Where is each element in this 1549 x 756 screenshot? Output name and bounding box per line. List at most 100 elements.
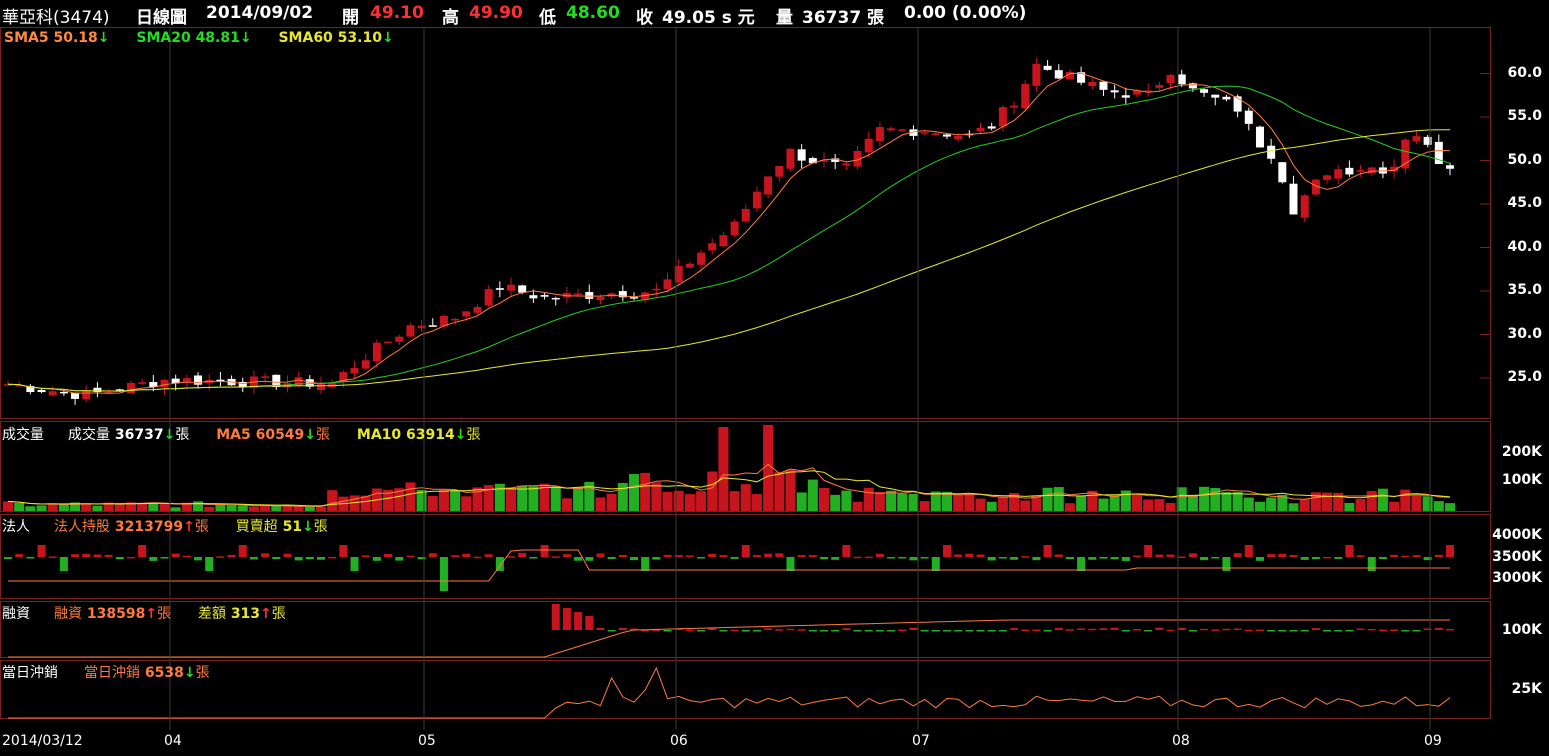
margin-bar	[1099, 628, 1108, 630]
candle-body	[1099, 81, 1108, 90]
volume-bar	[349, 495, 360, 511]
volume-bar	[472, 487, 483, 511]
diff-name: 差額	[197, 606, 226, 622]
inst-bar	[1255, 557, 1264, 561]
candle-body	[1211, 94, 1220, 98]
inst-bar	[898, 557, 907, 559]
candle-body	[942, 134, 951, 137]
candle-body	[15, 384, 24, 387]
volume-bar	[1243, 497, 1254, 511]
candle-body	[1244, 110, 1253, 124]
volume-bar	[1411, 495, 1422, 511]
margin-bar	[1088, 628, 1097, 631]
volume-bar	[1087, 490, 1098, 511]
margin-bar	[1188, 630, 1197, 632]
ma5-legend: MA5 60549	[216, 427, 305, 443]
volume-bar	[70, 502, 81, 511]
ma10-legend: MA10 63914	[356, 427, 455, 443]
volume-bar	[852, 501, 863, 511]
inst-bar	[1021, 556, 1030, 558]
volume-bar	[1344, 502, 1355, 511]
margin-bar	[1446, 628, 1454, 631]
inst-bar	[261, 553, 270, 557]
candle-body	[1278, 162, 1287, 183]
inst-bar	[529, 557, 538, 559]
candle-body	[305, 379, 314, 387]
candle-body	[898, 129, 907, 131]
inst-bar	[942, 545, 951, 557]
inst-bar	[607, 557, 616, 560]
price-tick-label: 45.0	[1507, 195, 1542, 211]
margin-bar	[652, 629, 661, 631]
margin-bar	[1177, 627, 1186, 630]
candle-body	[115, 389, 124, 392]
volume-bar	[997, 496, 1008, 511]
volume-bar	[763, 424, 774, 511]
candle-body	[708, 243, 717, 251]
inst-bar	[283, 553, 292, 557]
inst-bar	[1423, 557, 1432, 561]
volume-bar	[1210, 488, 1221, 511]
candle-body	[1412, 136, 1421, 142]
x-tick-label: 08	[1172, 733, 1190, 749]
vol-value: 36737 張	[802, 8, 885, 28]
volume-bar	[886, 490, 897, 511]
candle-body	[1300, 195, 1309, 218]
candle-body	[786, 148, 795, 169]
volume-bar	[3, 501, 13, 511]
candle-body	[406, 325, 415, 337]
candle-body	[1177, 74, 1186, 85]
inst-bar	[238, 545, 247, 557]
chart-kind: 日線圖	[136, 8, 187, 28]
volume-bar	[528, 486, 539, 511]
down-arrow-icon: ↓	[302, 519, 314, 535]
inst-bar	[1300, 557, 1309, 560]
margin-bar	[663, 630, 672, 632]
volume-bar	[506, 487, 517, 511]
x-tick-label: 2014/03/12	[2, 733, 83, 749]
volume-bar	[327, 490, 338, 511]
volume-bar	[25, 506, 36, 511]
open-value: 49.10	[370, 3, 424, 23]
ma10-unit: 張	[466, 427, 481, 443]
volume-bar	[1076, 495, 1087, 511]
sma5-legend: SMA5 50.18	[4, 30, 98, 46]
margin-bar	[1211, 629, 1220, 631]
vol-tick-label: 100K	[1501, 472, 1542, 488]
candle-body	[462, 311, 471, 317]
up-arrow-icon: ↑	[183, 519, 195, 535]
net-name: 買賣超	[235, 519, 278, 535]
volume-bar	[282, 506, 293, 511]
x-tick-label: 06	[670, 733, 688, 749]
inst-bar	[1110, 557, 1119, 560]
volume-bar	[729, 491, 740, 511]
inst-bar	[138, 545, 147, 557]
candle-body	[842, 163, 851, 166]
volume-bar	[1266, 497, 1277, 511]
candle-body	[629, 297, 638, 299]
margin-bar	[1300, 630, 1309, 632]
candle-body	[59, 391, 68, 394]
margin-bar	[629, 628, 638, 631]
inst-bar	[641, 557, 650, 571]
price-tick-label: 40.0	[1507, 238, 1542, 255]
inst-legend: 法人持股 3213799↑張 買賣超 51↓張	[54, 516, 328, 536]
inst-bar	[1065, 557, 1074, 560]
inst-bar	[1446, 545, 1454, 557]
candle-body	[864, 138, 873, 153]
margin-bar	[954, 630, 963, 632]
volume-bar	[1009, 492, 1020, 511]
inst-bar	[294, 557, 303, 561]
margin-bar	[752, 630, 761, 632]
inst-bar	[1088, 557, 1097, 560]
inst-bar	[104, 554, 113, 557]
margin-val: 138598	[86, 606, 146, 622]
volume-bar	[293, 506, 304, 511]
volume-bar	[383, 489, 394, 511]
volume-bar	[863, 487, 874, 511]
volume-bar	[841, 490, 852, 511]
margin-bar	[562, 608, 571, 630]
dt-tick-label: 25K	[1511, 681, 1542, 697]
inst-bar	[372, 557, 381, 561]
margin-bar	[730, 629, 739, 632]
